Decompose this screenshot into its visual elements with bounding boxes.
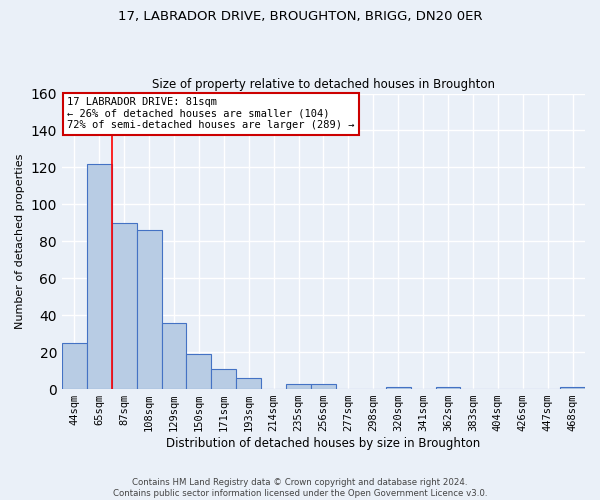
Bar bbox=[161, 322, 187, 389]
Bar bbox=[236, 378, 261, 389]
Bar bbox=[211, 369, 236, 389]
Bar bbox=[62, 343, 87, 389]
Bar bbox=[87, 164, 112, 389]
Bar bbox=[137, 230, 161, 389]
Y-axis label: Number of detached properties: Number of detached properties bbox=[15, 154, 25, 329]
Bar bbox=[386, 387, 410, 389]
Bar bbox=[286, 384, 311, 389]
Text: 17, LABRADOR DRIVE, BROUGHTON, BRIGG, DN20 0ER: 17, LABRADOR DRIVE, BROUGHTON, BRIGG, DN… bbox=[118, 10, 482, 23]
Bar bbox=[112, 223, 137, 389]
Bar bbox=[311, 384, 336, 389]
Text: Contains HM Land Registry data © Crown copyright and database right 2024.
Contai: Contains HM Land Registry data © Crown c… bbox=[113, 478, 487, 498]
Bar bbox=[560, 387, 585, 389]
Bar bbox=[187, 354, 211, 389]
Bar bbox=[436, 387, 460, 389]
Title: Size of property relative to detached houses in Broughton: Size of property relative to detached ho… bbox=[152, 78, 495, 91]
Text: 17 LABRADOR DRIVE: 81sqm
← 26% of detached houses are smaller (104)
72% of semi-: 17 LABRADOR DRIVE: 81sqm ← 26% of detach… bbox=[67, 97, 355, 130]
X-axis label: Distribution of detached houses by size in Broughton: Distribution of detached houses by size … bbox=[166, 437, 481, 450]
